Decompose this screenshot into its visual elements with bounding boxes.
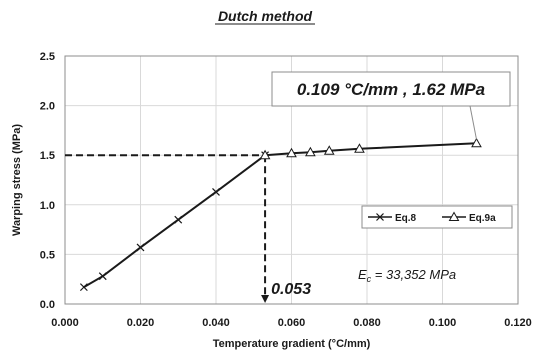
threshold-arrowhead [261, 295, 270, 303]
data-point [174, 215, 183, 224]
callout-box [271, 71, 511, 107]
data-point [98, 272, 107, 281]
plot-area [64, 55, 519, 305]
y-tick-label: 0.0 [40, 299, 55, 311]
callout-text: 0.109 °C/mm , 1.62 MPa [297, 80, 485, 99]
modulus-label: Ec = 33,352 MPa [358, 267, 456, 284]
data-point [471, 137, 482, 148]
marker-stroke [79, 283, 88, 292]
tick-labels: 0.000 0.020 0.040 0.060 0.080 0.100 0.120 0.0 0.… [40, 51, 532, 329]
y-tick-label: 2.0 [40, 101, 55, 113]
legend-box [361, 205, 513, 229]
data-point [305, 146, 316, 157]
x-tick-label: 0.040 [202, 317, 230, 329]
data-point [323, 145, 335, 155]
x-tick-label: 0.060 [278, 317, 306, 329]
y-tick-label: 1.0 [40, 200, 55, 212]
modulus-subscript: c [367, 274, 372, 284]
modulus-symbol: E [358, 267, 367, 282]
data-point [259, 149, 271, 160]
x-tick-label: 0.100 [429, 317, 457, 329]
modulus-value: = 33,352 MPa [371, 267, 456, 282]
marker-stroke [174, 215, 183, 224]
x-tick-label: 0.120 [504, 317, 532, 329]
legend-marker [376, 213, 384, 221]
data-point [354, 143, 365, 153]
series-line-2 [265, 142, 477, 157]
legend-marker [448, 211, 460, 221]
data-point [79, 283, 88, 292]
series-line-1 [83, 154, 266, 289]
threshold-label: 0.053 [271, 281, 311, 298]
chart-title: Dutch method [218, 8, 313, 24]
y-tick-label: 0.5 [40, 249, 55, 261]
x-axis-title: Temperature gradient (°C/mm) [213, 338, 371, 350]
y-tick-label: 1.5 [40, 150, 55, 162]
x-tick-label: 0.020 [127, 317, 155, 329]
callout-leader [469, 105, 477, 140]
callout: 0.109 °C/mm , 1.62 MPa [271, 71, 511, 140]
legend: Eq.8 Eq.9a [361, 205, 513, 229]
x-tick-label: 0.000 [51, 317, 79, 329]
data-point [212, 187, 220, 196]
marker-stroke [98, 272, 107, 281]
data-point [286, 147, 297, 158]
legend-label: Eq.8 [395, 213, 417, 224]
legend-label: Eq.9a [469, 213, 496, 224]
threshold-guides [65, 154, 270, 303]
y-axis-title: Warping stress (MPa) [11, 124, 23, 236]
data-point [136, 243, 145, 252]
marker-stroke [376, 213, 384, 221]
data-series [79, 137, 482, 292]
x-tick-label: 0.080 [353, 317, 381, 329]
marker-stroke [136, 243, 145, 252]
y-tick-label: 2.5 [40, 51, 55, 63]
marker-stroke [212, 187, 220, 196]
